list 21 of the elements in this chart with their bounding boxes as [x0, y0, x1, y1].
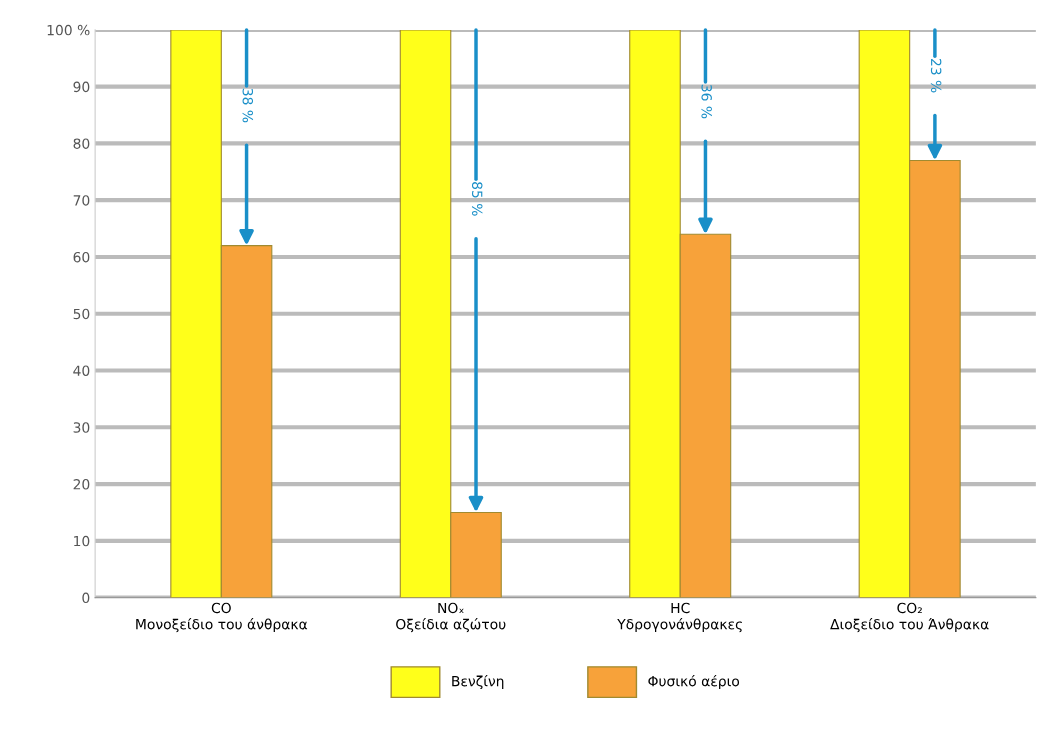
y-tick-label: 90 — [73, 81, 90, 93]
y-tick-label: 50 — [73, 308, 90, 320]
y-tick-label: 30 — [73, 422, 90, 433]
y-tick-label: 60 — [73, 251, 90, 263]
y-tick-label: 100 % — [47, 24, 90, 36]
legend-label: Βενζίνη — [452, 675, 504, 690]
annotation: 38 % — [242, 88, 254, 123]
y-tick-label: 20 — [73, 479, 90, 490]
x-tick-label: NOₓ Οξείδια αζώτου — [396, 602, 506, 633]
y-tick-label: 80 — [73, 138, 90, 149]
y-tick-label: 70 — [73, 195, 90, 206]
annotation: 85 % — [471, 182, 483, 216]
annotation: 23 % — [930, 58, 942, 93]
y-tick-label: 10 — [74, 535, 90, 547]
y-tick-label: 40 — [73, 365, 90, 376]
y-tick-label: 0 — [82, 592, 90, 604]
annotation: 36 % — [701, 84, 712, 119]
x-tick-label: HC Υδρογονάνθρακες — [617, 602, 742, 633]
legend-label: Φυσικό αέριο — [648, 675, 740, 690]
x-tick-label: CO₂ Διοξείδιο του Άνθρακα — [830, 602, 989, 633]
x-tick-label: CO Μονοξείδιο του άνθρακα — [136, 602, 308, 633]
